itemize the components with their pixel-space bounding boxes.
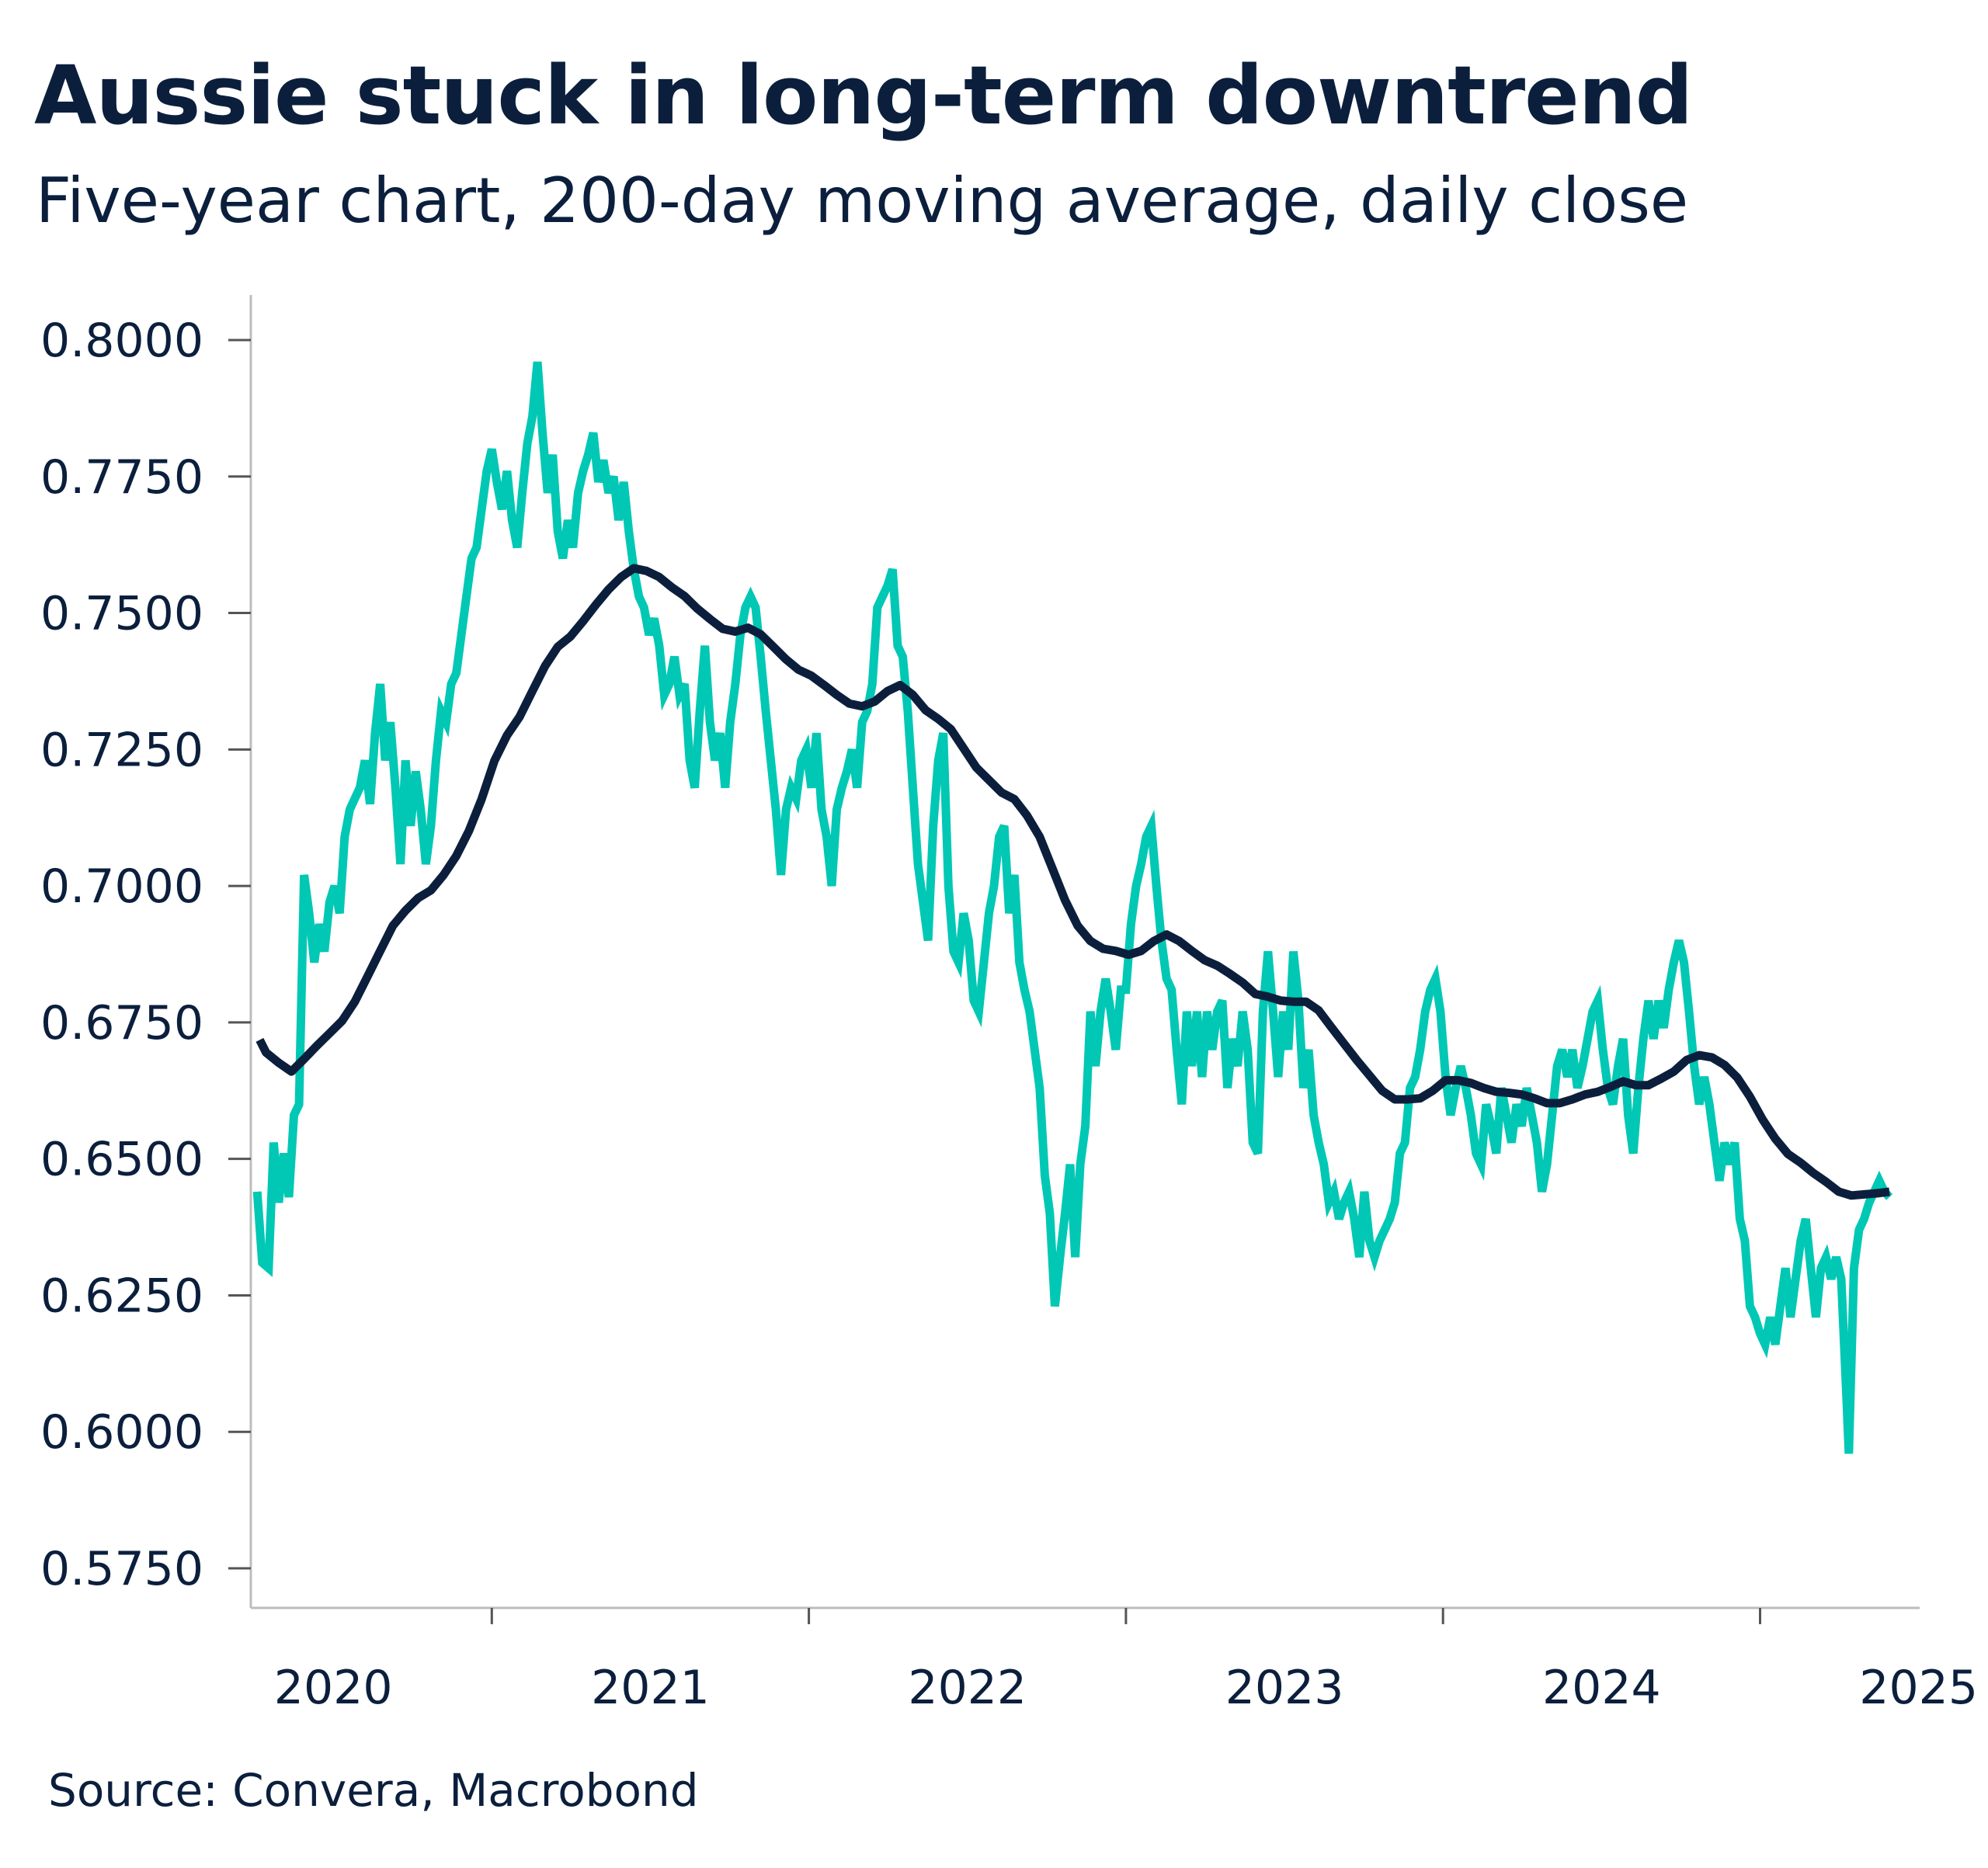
x-axis-ticks: 2020 2021 2022 2023 2024 2025 [274,1608,1978,1715]
x-tick-label: 2025 [1859,1661,1978,1715]
chart-subtitle: Five-year chart, 200-day moving average,… [36,165,1689,237]
y-tick-label: 0.7750 [40,450,203,505]
x-tick-label: 2021 [591,1661,710,1715]
y-tick-label: 0.6250 [40,1269,203,1323]
y-axis-ticks: 0.8000 0.7750 0.7500 0.7250 0.7000 0.6750 0.65… [40,314,251,1596]
x-tick-label: 2024 [1542,1661,1661,1715]
y-tick-label: 0.7250 [40,723,203,777]
y-tick-label: 0.5750 [40,1542,203,1596]
y-tick-label: 0.7000 [40,859,203,914]
y-tick-label: 0.8000 [40,314,203,368]
x-tick-label: 2023 [1225,1661,1344,1715]
y-tick-label: 0.6750 [40,996,203,1050]
chart-title: Aussie stuck in long-term downtrend [34,48,1693,143]
x-tick-label: 2020 [274,1661,393,1715]
y-tick-label: 0.6000 [40,1405,203,1460]
series-lines [252,361,1893,1454]
daily-close-line [252,361,1893,1454]
y-tick-label: 0.6500 [40,1133,203,1187]
source-note: Source: Convera, Macrobond [48,1764,699,1817]
y-tick-label: 0.7500 [40,587,203,641]
moving-average-line [255,564,1890,1200]
x-tick-label: 2022 [908,1661,1027,1715]
